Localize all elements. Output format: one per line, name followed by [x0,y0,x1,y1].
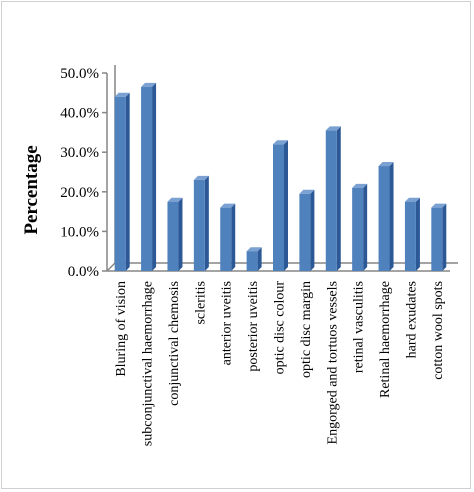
bar-front [352,187,364,271]
bar [141,82,157,271]
bar-front [220,207,232,271]
bar-front [114,96,126,271]
y-tick-label: 20.0% [60,185,99,201]
bar-top [352,183,368,188]
x-category-label: retinal vasculitis [352,281,367,373]
bar-side [442,203,447,271]
bar-top [378,162,394,167]
bar-top [273,140,288,145]
bar-side [231,203,236,271]
bar-front [431,207,443,271]
y-tick-label: 10.0% [60,224,99,240]
bar-top [431,203,447,208]
bar-top [246,247,262,252]
x-category-label: hard exudates [404,281,419,358]
bar-side [125,92,130,271]
bar-top [141,82,157,87]
bar [114,92,130,271]
bar-front [404,201,416,271]
y-tick-label: 0.0% [68,264,99,280]
bar-front [299,193,311,271]
bar-top [193,175,209,180]
bar [167,197,183,271]
x-category-label: Engorged and tortuos vessels [325,281,340,444]
x-category-label: subconjunctival haemorrhage [141,281,156,446]
x-category-label: Bluring of vision [114,281,129,377]
bar-top [114,92,130,97]
y-tick-label: 30.0% [60,145,99,161]
bar-top [299,189,315,194]
bar-top [404,197,420,202]
x-category-label: Retinal haemorrhage [378,281,393,398]
bar [378,162,394,271]
x-category-label: cotton wool spots [431,281,446,380]
chart-bars [114,82,447,271]
bar-side [152,82,157,271]
bar-front [141,86,153,271]
bar-front [325,130,337,271]
bar-side [310,189,315,271]
bar [299,189,315,271]
x-category-label: conjunctival chemosis [167,281,182,406]
y-tick-label: 40.0% [60,106,99,122]
bar-top [167,197,183,202]
bar-side [204,175,209,271]
bar-side [389,162,394,271]
bar [273,140,288,271]
bar-top [220,203,236,208]
bar-side [178,197,183,271]
x-category-label: optic disc colour [273,281,288,375]
bar-front [167,201,179,271]
y-tick-label: 50.0% [60,66,99,82]
bar-side [415,197,420,271]
bar-side [363,183,368,271]
bar [220,203,236,271]
bar-front [273,144,284,271]
bar [352,183,368,271]
x-category-label: optic disc margin [299,281,314,378]
floor-edge-left [106,262,116,272]
bar [404,197,420,271]
x-category-label: posterior uveitis [246,281,261,372]
bar-side [336,126,341,271]
bar-side [257,247,262,271]
bar-front [378,166,390,271]
bar-top [325,126,341,131]
x-category-label: anterior uveitis [220,281,235,365]
bar-side [284,140,288,271]
bar [431,203,447,271]
bar-front [193,179,205,271]
x-category-labels: Bluring of vision subconjunctival haemorr… [114,281,446,447]
bar-front [246,251,258,271]
bar [193,175,209,271]
x-category-label: scleritis [193,281,208,325]
bar [325,126,341,271]
y-tick-labels: 0.0% 10.0% 20.0% 30.0% 40.0% 50.0% [60,66,99,280]
y-axis-label: Percentage [21,145,42,234]
bar [246,247,262,271]
